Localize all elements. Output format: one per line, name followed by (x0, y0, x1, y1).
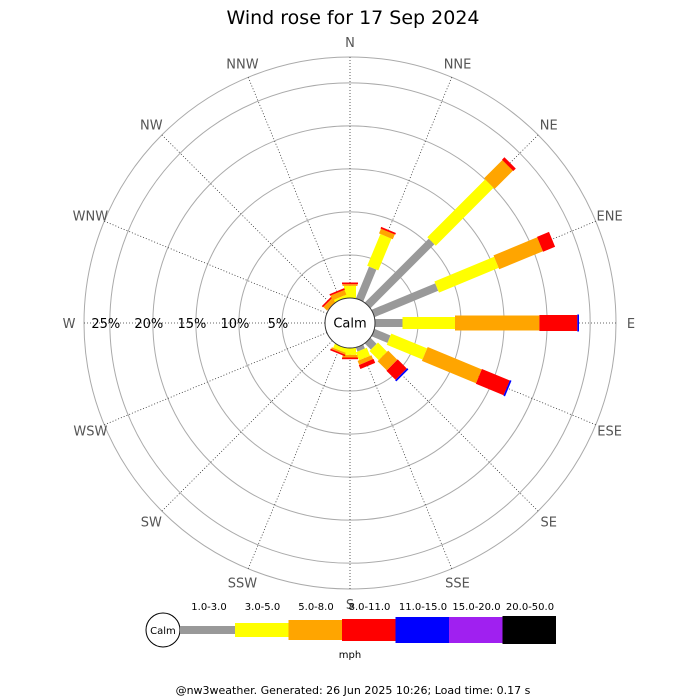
bar-segment-ne-3 (502, 157, 516, 171)
bar-segment-sse-3 (358, 358, 376, 369)
bar-segment-nne-1 (367, 234, 392, 271)
chart-title: Wind rose for 17 Sep 2024 (226, 7, 479, 29)
bar-segment-ese-3 (475, 369, 510, 396)
ring-label: 25% (91, 317, 120, 332)
bar-segment-ne-2 (484, 160, 513, 189)
bar-segment-e-4 (577, 314, 579, 332)
direction-label-ene: ENE (597, 209, 623, 224)
direction-label-ne: NE (540, 118, 558, 133)
grid-spoke (104, 220, 328, 314)
bar-segment-nw-3 (321, 294, 335, 308)
direction-label-nne: NNE (444, 57, 472, 72)
direction-label-wsw: WSW (73, 425, 107, 440)
grid-spoke (247, 345, 341, 569)
direction-label-nnw: NNW (226, 57, 258, 72)
direction-label-wnw: WNW (73, 209, 109, 224)
bar-segment-e-3 (539, 315, 578, 331)
grid-spoke (359, 345, 453, 569)
bar-segment-ne-0 (364, 238, 435, 309)
legend-swatch-4 (395, 617, 449, 643)
direction-label-sw: SW (141, 516, 162, 531)
legend-unit-label: mph (339, 650, 361, 661)
calm-label: Calm (333, 317, 366, 332)
grid-spoke (359, 77, 453, 301)
ring-label: 5% (268, 317, 289, 332)
ring-label: 15% (177, 317, 206, 332)
direction-label-se: SE (540, 516, 556, 531)
bar-segment-nne-0 (355, 266, 377, 302)
legend-bin-label: 1.0-3.0 (191, 602, 226, 613)
bar-segment-ene-2 (493, 237, 543, 270)
direction-labels: N NNE NE ENE E ESE SE SSE S SSW SW WSW W WNW NW NNW (63, 36, 636, 613)
ring-labels: 5% 10% 15% 20% 25% (91, 317, 288, 332)
bar-segment-ssw-1 (333, 343, 346, 353)
legend-swatch-2 (288, 620, 342, 640)
legend-swatch-1 (235, 623, 289, 637)
ring-label: 10% (220, 317, 249, 332)
bar-segment-nne-3 (380, 226, 396, 235)
direction-label-w: W (63, 317, 76, 332)
bar-segment-nnw-2 (330, 289, 347, 301)
legend-calm-label: Calm (150, 626, 176, 637)
bar-segment-ese-1 (386, 333, 428, 360)
direction-label-sse: SSE (445, 577, 470, 592)
bar-segment-nnw-1 (333, 295, 346, 303)
bar-segment-e-2 (455, 315, 540, 331)
grid-spoke (247, 77, 341, 301)
legend-bin-label: 15.0-20.0 (452, 602, 500, 613)
bar-segment-s-3 (342, 357, 358, 360)
legend-swatch-3 (342, 619, 396, 641)
bar-segment-ssw-3 (330, 348, 346, 357)
bar-segment-ese-2 (421, 347, 482, 384)
bar-segment-e-1 (402, 317, 455, 329)
legend-bin-label: 20.0-50.0 (506, 602, 554, 613)
ring-label: 20% (134, 317, 163, 332)
bar-segment-ene-1 (434, 256, 499, 293)
bar-segment-sse-2 (357, 355, 374, 365)
legend-bin-label: 8.0-11.0 (349, 602, 391, 613)
bar-segment-n-3 (342, 282, 358, 285)
bar-segment-n-2 (342, 284, 358, 286)
grid-spoke (161, 134, 333, 306)
bar-segment-sse-1 (355, 347, 371, 361)
bar-segment-n-1 (344, 285, 356, 298)
legend-bin-label: 11.0-15.0 (399, 602, 447, 613)
bar-segment-ssw-2 (331, 347, 346, 355)
legend-bin-label: 5.0-8.0 (298, 602, 333, 613)
speed-legend: Calm 1.0-3.0 3.0-5.0 5.0-8.0 8.0-11.0 11.0-15… (145, 602, 556, 648)
direction-label-ese: ESE (597, 425, 622, 440)
calm-circle (324, 297, 376, 349)
grid-spoke (161, 340, 333, 512)
bar-segment-nnw-3 (329, 288, 345, 296)
bar-segment-se-2 (377, 350, 398, 371)
bar-segment-ene-3 (537, 231, 556, 252)
legend-swatch-6 (502, 616, 556, 644)
bar-segment-s-1 (344, 348, 356, 355)
bar-segment-sse-0 (355, 344, 365, 352)
direction-label-s: S (346, 598, 354, 613)
legend-bin-label: 3.0-5.0 (245, 602, 280, 613)
footer-text: @nw3weather. Generated: 26 Jun 2025 10:2… (176, 684, 531, 697)
bar-segment-se-4 (395, 368, 409, 382)
direction-label-ssw: SSW (228, 577, 258, 592)
bar-segment-ese-4 (503, 380, 512, 397)
wind-bars (321, 157, 579, 397)
bar-segment-se-3 (386, 359, 407, 380)
legend-swatch-5 (449, 617, 503, 643)
grid-ring (109, 82, 591, 564)
bar-segment-se-1 (369, 342, 388, 361)
bar-segment-ene-0 (371, 283, 439, 318)
legend-swatch-0 (180, 626, 235, 634)
direction-label-nw: NW (140, 118, 163, 133)
direction-label-e: E (627, 317, 635, 332)
bar-segment-s-2 (342, 354, 358, 358)
grid-spoke (104, 332, 328, 426)
bar-segment-nne-2 (379, 228, 395, 240)
bar-segment-ese-0 (371, 328, 391, 343)
bar-segment-e-0 (375, 319, 403, 327)
direction-label-n: N (345, 36, 355, 51)
grid-spoke (367, 340, 539, 512)
bar-segment-ne-1 (427, 179, 494, 246)
